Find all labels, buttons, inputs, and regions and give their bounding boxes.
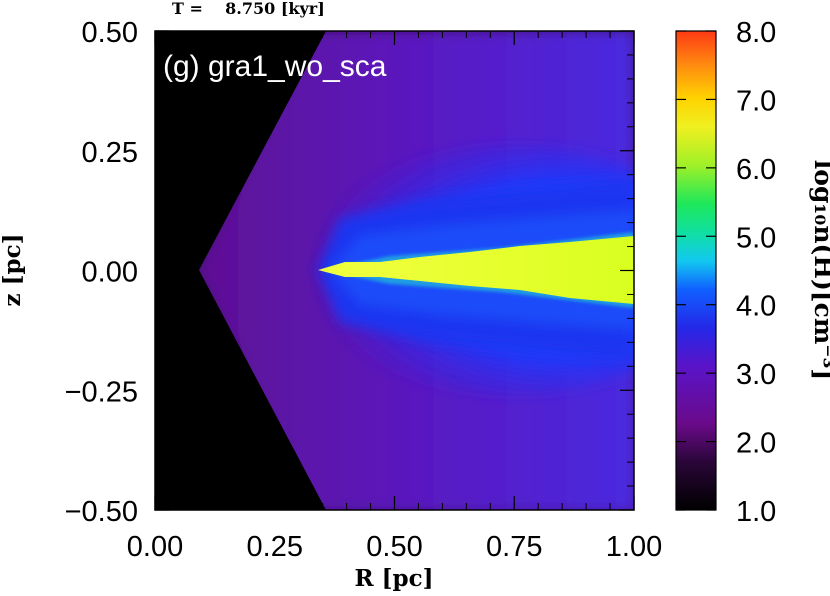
time-label: T = 8.750 [kyr] bbox=[172, 0, 325, 18]
colorbar-tick-label: 3.0 bbox=[736, 359, 776, 391]
colorbar-tick-label: 8.0 bbox=[736, 17, 776, 49]
y-tick-label: −0.25 bbox=[65, 376, 138, 408]
y-axis: 0.50 0.25 0.00 −0.25 −0.50 bbox=[65, 17, 634, 528]
x-tick-label: 0.75 bbox=[486, 531, 542, 563]
density-map bbox=[155, 31, 634, 510]
black-cavity bbox=[155, 31, 326, 510]
y-tick-label: −0.50 bbox=[65, 496, 138, 528]
x-axis: 0.00 0.25 0.50 0.75 1.00 bbox=[127, 31, 662, 563]
colorbar-tick-label: 2.0 bbox=[736, 428, 776, 460]
x-tick-label: 0.25 bbox=[247, 531, 303, 563]
x-tick-label: 0.50 bbox=[366, 531, 422, 563]
y-tick-label: 0.00 bbox=[82, 257, 138, 289]
colorbar-tick-label: 1.0 bbox=[736, 496, 776, 528]
colorbar-tick-label: 6.0 bbox=[736, 154, 776, 186]
panel-label: (g) gra1_wo_sca bbox=[163, 50, 387, 83]
y-axis-label: z [pc] bbox=[0, 234, 26, 307]
colorbar-tick-label: 7.0 bbox=[736, 85, 776, 117]
x-tick-label: 1.00 bbox=[606, 531, 662, 563]
y-tick-label: 0.50 bbox=[82, 17, 138, 49]
x-axis-label: R [pc] bbox=[355, 565, 434, 592]
colorbar-label: log₁₀n(H)[cm⁻³] bbox=[809, 160, 830, 380]
colorbar bbox=[675, 30, 717, 511]
colorbar-tick-label: 4.0 bbox=[736, 291, 776, 323]
colorbar-tick-label: 5.0 bbox=[736, 222, 776, 254]
colorbar-ticks: 8.0 7.0 6.0 5.0 4.0 3.0 2.0 1.0 bbox=[676, 17, 776, 528]
y-tick-label: 0.25 bbox=[82, 137, 138, 169]
dense-disk bbox=[318, 236, 634, 304]
x-tick-label: 0.00 bbox=[127, 531, 183, 563]
